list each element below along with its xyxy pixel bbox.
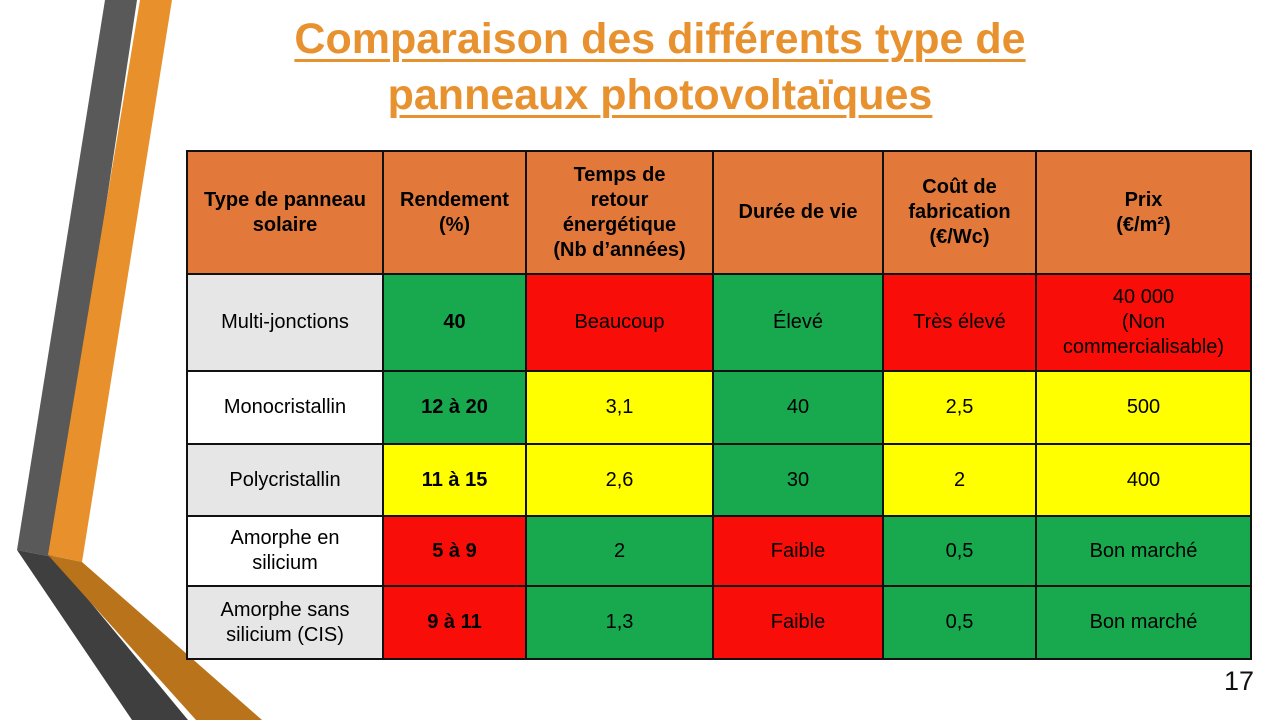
slide-title: Comparaison des différents type de pannea… — [200, 12, 1120, 124]
table-row: Polycristallin 11 à 15 2,6 30 2 400 — [186, 443, 1252, 517]
value-cell: 40 000 (Non commercialisable) — [1035, 273, 1252, 372]
column-header: Type de panneau solaire — [186, 150, 384, 275]
slide-title-line2: panneaux photovoltaïques — [387, 70, 933, 119]
value-cell: 40 — [712, 370, 884, 445]
value-cell: 2,5 — [882, 370, 1037, 445]
value-cell: 500 — [1035, 370, 1252, 445]
panel-type-cell: Multi-jonctions — [186, 273, 384, 372]
value-cell: 11 à 15 — [382, 443, 527, 517]
value-cell: 12 à 20 — [382, 370, 527, 445]
table-body: Multi-jonctions 40 Beaucoup Élevé Très élevé… — [186, 273, 1252, 660]
value-cell: 30 — [712, 443, 884, 517]
stripe-gray-upper — [17, 0, 137, 557]
value-cell: 9 à 11 — [382, 585, 527, 660]
column-header: Rendement (%) — [382, 150, 527, 275]
value-cell: Beaucoup — [525, 273, 714, 372]
page-number: 17 — [1223, 666, 1254, 696]
stripe-orange-upper — [48, 0, 172, 562]
value-cell: 3,1 — [525, 370, 714, 445]
table-row: Amorphe en silicium 5 à 9 2 Faible 0,5 Bon ma… — [186, 515, 1252, 587]
value-cell: 5 à 9 — [382, 515, 527, 587]
column-header: Durée de vie — [712, 150, 884, 275]
comparison-table: Type de panneau solaire Rendement (%) Temp… — [186, 150, 1252, 660]
value-cell: 2 — [882, 443, 1037, 517]
value-cell: 400 — [1035, 443, 1252, 517]
table-header: Type de panneau solaire Rendement (%) Temp… — [186, 150, 1252, 275]
value-cell: Faible — [712, 515, 884, 587]
value-cell: Très élevé — [882, 273, 1037, 372]
stripe-gray-lower — [17, 550, 188, 720]
value-cell: 1,3 — [525, 585, 714, 660]
table-row: Multi-jonctions 40 Beaucoup Élevé Très élevé… — [186, 273, 1252, 372]
column-header: Temps de retour énergétique (Nb d’années… — [525, 150, 714, 275]
value-cell: Faible — [712, 585, 884, 660]
slide-title-line1: Comparaison des différents type de — [294, 15, 1026, 63]
panel-type-cell: Monocristallin — [186, 370, 384, 445]
panel-type-cell: Polycristallin — [186, 443, 384, 517]
table-header-row: Type de panneau solaire Rendement (%) Temp… — [186, 150, 1252, 275]
table-row: Amorphe sans silicium (CIS) 9 à 11 1,3 Faib… — [186, 585, 1252, 660]
value-cell: 40 — [382, 273, 527, 372]
panel-type-cell: Amorphe en silicium — [186, 515, 384, 587]
stripe-orange-lower — [48, 555, 262, 720]
value-cell: 2 — [525, 515, 714, 587]
column-header: Coût de fabrication (€/Wc) — [882, 150, 1037, 275]
column-header: Prix (€/m²) — [1035, 150, 1252, 275]
panel-type-cell: Amorphe sans silicium (CIS) — [186, 585, 384, 660]
table-row: Monocristallin 12 à 20 3,1 40 2,5 500 — [186, 370, 1252, 445]
value-cell: Bon marché — [1035, 585, 1252, 660]
value-cell: 2,6 — [525, 443, 714, 517]
value-cell: 0,5 — [882, 515, 1037, 587]
value-cell: Bon marché — [1035, 515, 1252, 587]
value-cell: Élevé — [712, 273, 884, 372]
value-cell: 0,5 — [882, 585, 1037, 660]
